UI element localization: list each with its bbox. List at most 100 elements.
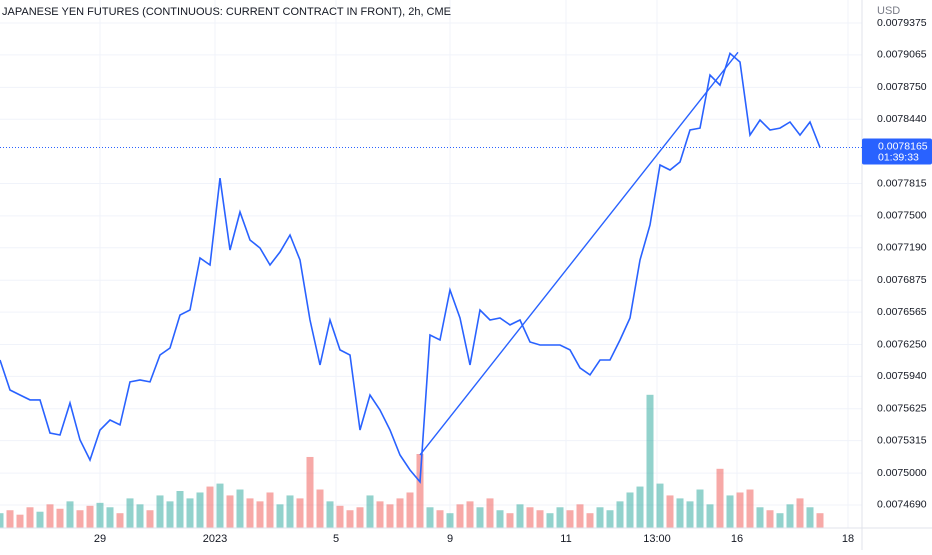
volume-bar bbox=[0, 513, 4, 528]
volume-bar bbox=[346, 510, 354, 528]
volume-bar bbox=[206, 486, 214, 528]
volume-bar bbox=[446, 513, 454, 528]
volume-bar bbox=[806, 507, 814, 528]
x-tick-label: 11 bbox=[560, 533, 571, 545]
volume-bar bbox=[406, 492, 414, 528]
volume-bar bbox=[66, 501, 74, 528]
volume-bar bbox=[586, 513, 594, 528]
volume-bar bbox=[456, 504, 464, 528]
volume-bar bbox=[156, 495, 164, 528]
volume-bar bbox=[216, 483, 224, 528]
volume-bar bbox=[496, 510, 504, 528]
volume-bar bbox=[426, 507, 434, 528]
volume-bar bbox=[246, 498, 254, 528]
volume-bar bbox=[26, 507, 34, 528]
volume-bar bbox=[526, 507, 534, 528]
volume-bar bbox=[136, 504, 144, 528]
y-tick-label: 0.0079065 bbox=[877, 49, 927, 61]
volume-bar bbox=[756, 507, 764, 528]
volume-bar bbox=[236, 489, 244, 528]
volume-bar bbox=[16, 514, 24, 528]
volume-bar bbox=[696, 489, 704, 528]
volume-bar bbox=[266, 492, 274, 528]
volume-bar bbox=[256, 501, 264, 528]
volume-bar bbox=[46, 504, 54, 528]
volume-bar bbox=[6, 510, 14, 528]
x-tick-label: 9 bbox=[447, 533, 453, 545]
x-tick-label: 5 bbox=[333, 533, 339, 545]
volume-bar bbox=[776, 513, 784, 528]
volume-bar bbox=[726, 495, 734, 528]
y-axis-label: USD bbox=[877, 5, 900, 17]
volume-bar bbox=[476, 507, 484, 528]
volume-bar bbox=[416, 454, 424, 528]
volume-bar bbox=[36, 511, 44, 528]
volume-bar bbox=[786, 504, 794, 528]
volume-bar bbox=[576, 504, 584, 528]
y-tick-label: 0.0076250 bbox=[877, 338, 927, 350]
volume-bar bbox=[636, 486, 644, 528]
volume-bar bbox=[566, 510, 574, 528]
volume-bar bbox=[536, 510, 544, 528]
y-tick-label: 0.0079375 bbox=[877, 17, 927, 29]
volume-bar bbox=[386, 504, 394, 528]
volume-bar bbox=[356, 507, 364, 528]
x-tick-label: 13:00 bbox=[643, 533, 671, 545]
volume-bar bbox=[316, 489, 324, 528]
volume-bar bbox=[296, 498, 304, 528]
y-tick-label: 0.0077815 bbox=[877, 177, 927, 189]
y-tick-label: 0.0075000 bbox=[877, 467, 927, 479]
volume-bar bbox=[286, 495, 294, 528]
volume-bar bbox=[666, 495, 674, 528]
volume-bar bbox=[736, 492, 744, 528]
volume-bar bbox=[376, 501, 384, 528]
volume-bar bbox=[56, 508, 64, 528]
y-tick-label: 0.0078750 bbox=[877, 81, 927, 93]
volume-bar bbox=[116, 513, 124, 528]
volume-bar bbox=[796, 498, 804, 528]
volume-bar bbox=[746, 489, 754, 528]
volume-bar bbox=[196, 492, 204, 528]
y-tick-label: 0.0078440 bbox=[877, 113, 927, 125]
volume-bar bbox=[436, 510, 444, 528]
x-tick-label: 16 bbox=[731, 533, 743, 545]
x-tick-label: 2023 bbox=[203, 533, 227, 545]
countdown-label: 01:39:33 bbox=[878, 151, 919, 163]
volume-bar bbox=[76, 510, 84, 528]
y-tick-label: 0.0076875 bbox=[877, 274, 927, 286]
y-tick-label: 0.0075940 bbox=[877, 370, 927, 382]
price-line bbox=[0, 52, 821, 484]
volume-bar bbox=[96, 502, 104, 528]
volume-bar bbox=[486, 498, 494, 528]
volume-bar bbox=[556, 507, 564, 528]
volume-bar bbox=[706, 504, 714, 528]
y-tick-label: 0.0074690 bbox=[877, 499, 927, 511]
volume-bar bbox=[656, 483, 664, 528]
volume-bar bbox=[366, 495, 374, 528]
y-tick-label: 0.0076565 bbox=[877, 306, 927, 318]
volume-bar bbox=[306, 456, 314, 528]
volume-bar bbox=[716, 468, 724, 528]
volume-bar bbox=[86, 505, 94, 528]
volume-bar bbox=[466, 501, 474, 528]
y-tick-label: 0.0075315 bbox=[877, 434, 927, 446]
volume-bar bbox=[676, 498, 684, 528]
trend-line bbox=[419, 51, 739, 456]
volume-bar bbox=[106, 507, 114, 528]
volume-bar bbox=[626, 492, 634, 528]
chart-title: JAPANESE YEN FUTURES (CONTINUOUS: CURREN… bbox=[2, 6, 451, 18]
volume-bar bbox=[686, 501, 694, 528]
volume-bar bbox=[516, 504, 524, 528]
volume-bar bbox=[396, 498, 404, 528]
y-tick-label: 0.0077500 bbox=[877, 210, 927, 222]
current-price-box bbox=[862, 138, 932, 165]
volume-bar bbox=[606, 510, 614, 528]
volume-bar bbox=[126, 498, 134, 528]
volume-bar bbox=[546, 513, 554, 528]
volume-bar bbox=[176, 491, 184, 528]
volume-bar bbox=[276, 504, 284, 528]
volume-bar bbox=[166, 501, 174, 528]
